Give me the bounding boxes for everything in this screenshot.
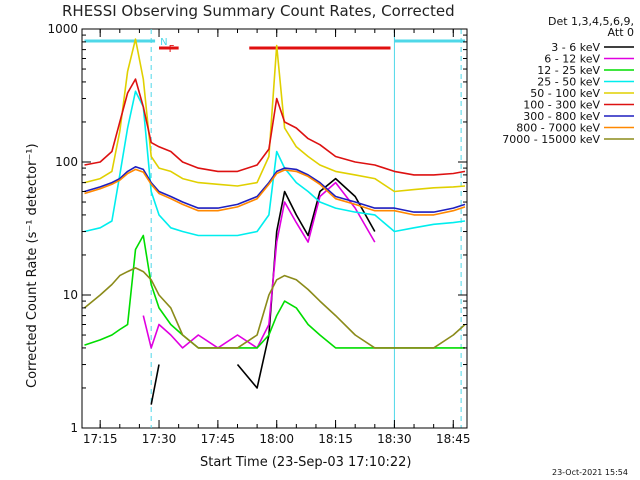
series-line-7 — [84, 168, 466, 216]
timestamp: 23-Oct-2021 15:54 — [552, 468, 628, 477]
legend-label: 300 - 800 keV — [523, 110, 600, 123]
legend-label: 25 - 50 keV — [537, 76, 600, 89]
y-tick-label: 1 — [70, 421, 78, 435]
series-line-1 — [142, 181, 376, 349]
series-line-0 — [150, 177, 376, 405]
y-axis-label: Corrected Count Rate (s⁻¹ detector⁻¹) — [25, 143, 40, 388]
legend-label: 3 - 6 keV — [551, 41, 600, 54]
x-tick-label: 17:45 — [201, 432, 236, 446]
axes: 17:15 17:30 17:45 18:00 18:15 18:30 18:45 1 10 10… — [47, 22, 470, 446]
legend-label: 12 - 25 keV — [537, 64, 600, 77]
legend-label: 6 - 12 keV — [544, 53, 600, 66]
x-tick-label: 18:15 — [318, 432, 353, 446]
flag-label-n: N — [160, 37, 167, 48]
x-tick-label: 18:00 — [259, 432, 294, 446]
series-line-6 — [84, 166, 466, 213]
y-tick-label: 10 — [63, 288, 78, 302]
flag-label-f: F — [169, 44, 175, 55]
x-axis-label: Start Time (23-Sep-03 17:10:22) — [200, 455, 411, 470]
legend-label: 800 - 7000 keV — [516, 122, 600, 135]
y-tick-label: 1000 — [47, 22, 78, 36]
series-line-5 — [84, 78, 466, 176]
series-lines — [83, 38, 466, 405]
plot-area — [81, 28, 468, 429]
series-line-4 — [84, 38, 466, 193]
x-tick-label: 18:45 — [436, 432, 471, 446]
legend-header: Att 0 — [608, 26, 634, 39]
x-tick-label: 17:15 — [83, 432, 118, 446]
legend-header: Det 1,3,4,5,6,9, — [548, 15, 634, 28]
legend-label: 100 - 300 keV — [523, 99, 600, 112]
chart-title: RHESSI Observing Summary Count Rates, Co… — [62, 2, 455, 20]
x-tick-label: 18:30 — [377, 432, 412, 446]
legend-label: 50 - 100 keV — [530, 87, 600, 100]
y-tick-label: 100 — [55, 155, 78, 169]
plot-frame — [81, 28, 468, 429]
x-tick-label: 17:30 — [142, 432, 177, 446]
series-line-8 — [83, 267, 466, 349]
series-line-3 — [84, 90, 466, 237]
legend-label: 7000 - 15000 keV — [502, 133, 600, 146]
flag-bars: NF — [84, 29, 466, 428]
